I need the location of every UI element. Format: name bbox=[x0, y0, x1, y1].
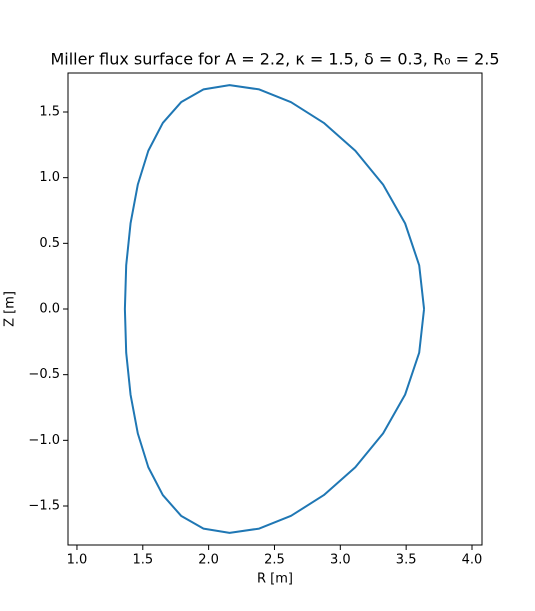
y-tick-label: −0.5 bbox=[28, 367, 60, 382]
y-tick-label: 1.0 bbox=[39, 170, 60, 185]
y-tick-label: 1.5 bbox=[39, 105, 60, 120]
x-tick-label: 2.5 bbox=[264, 553, 285, 568]
flux-surface-line bbox=[123, 84, 426, 534]
axes-frame bbox=[67, 72, 483, 546]
y-tick-label: 0.5 bbox=[39, 236, 60, 251]
x-tick-label: 2.0 bbox=[198, 553, 219, 568]
x-axis-label: R [m] bbox=[257, 572, 293, 587]
y-tick-label: 0.0 bbox=[39, 302, 60, 317]
x-tick-label: 3.0 bbox=[330, 553, 351, 568]
y-tick-label: −1.0 bbox=[28, 433, 60, 448]
x-tick-label: 4.0 bbox=[462, 553, 483, 568]
x-tick-label: 1.0 bbox=[67, 553, 88, 568]
x-tick-label: 1.5 bbox=[132, 553, 153, 568]
y-tick-label: −1.5 bbox=[28, 498, 60, 513]
x-tick-label: 3.5 bbox=[396, 553, 417, 568]
y-axis-label: Z [m] bbox=[3, 291, 18, 327]
chart-title: Miller flux surface for A = 2.2, κ = 1.5… bbox=[50, 50, 499, 69]
